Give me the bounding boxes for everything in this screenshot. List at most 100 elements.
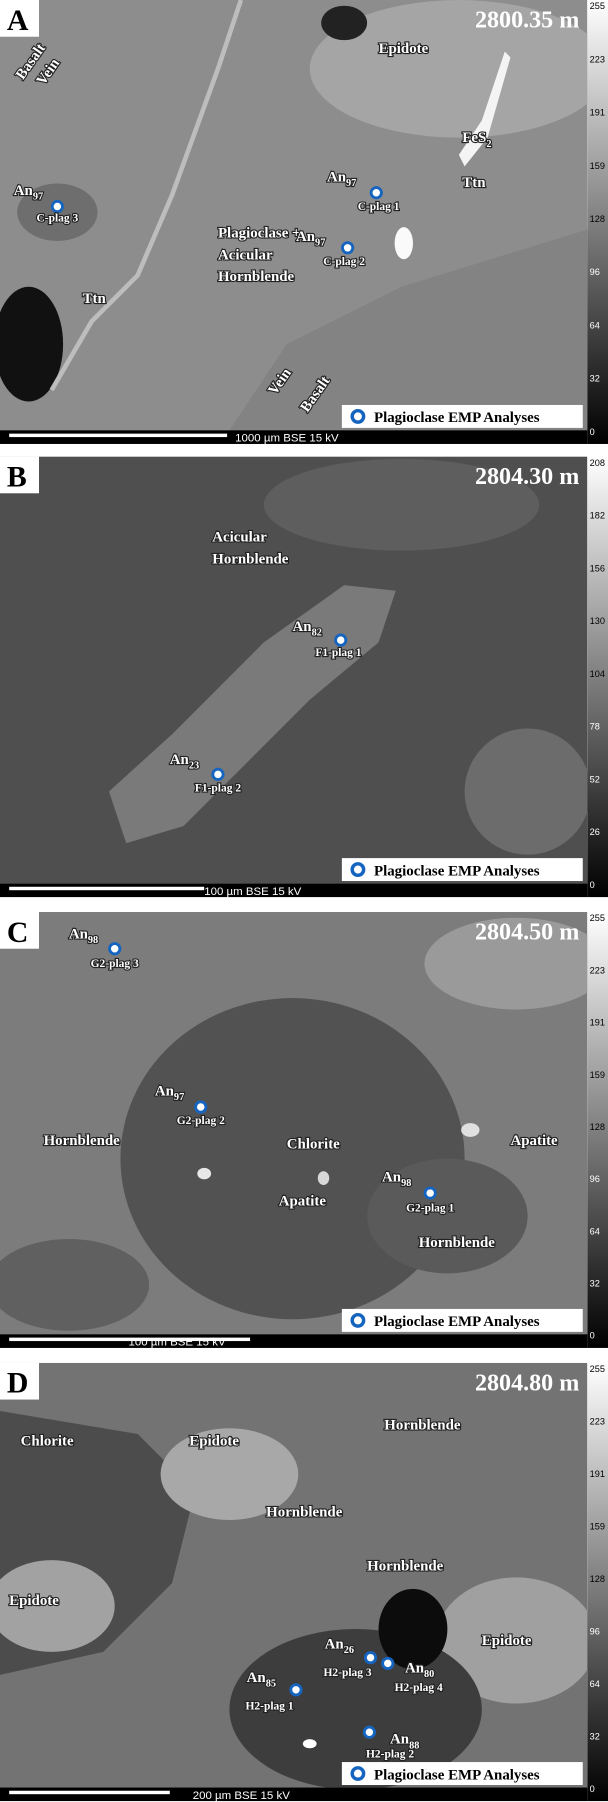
grayscale-tick: 128	[590, 1122, 605, 1132]
scale-bar	[9, 887, 204, 890]
analysis-name: F1-plag 2	[195, 783, 241, 795]
grayscale-tick: 159	[590, 1070, 605, 1080]
mineral-label: Epidote	[379, 41, 429, 57]
grayscale-tick: 96	[590, 1626, 600, 1636]
analysis-point	[196, 1102, 206, 1112]
mineral-label: Hornblende	[266, 1505, 343, 1521]
mineral-label: Acicular	[218, 247, 273, 263]
grayscale-tick: 255	[590, 913, 605, 923]
analysis-name: G2-plag 1	[406, 1202, 454, 1214]
grayscale-tick: 0	[590, 427, 595, 437]
legend-text: Plagioclase EMP Analyses	[374, 1767, 540, 1783]
mineral-label: Apatite	[510, 1133, 558, 1149]
analysis-point	[371, 188, 381, 198]
mineral-label: Plagioclase +	[218, 225, 301, 241]
analysis-name: C-plag 1	[358, 201, 400, 213]
depth: 2804.50 m	[475, 920, 579, 946]
analysis-point	[342, 243, 352, 253]
grayscale-tick: 64	[590, 1679, 600, 1689]
grayscale-tick: 26	[590, 827, 600, 837]
grayscale-tick: 104	[590, 669, 605, 679]
scale-bar	[9, 1791, 170, 1794]
depth: 2804.80 m	[475, 1370, 579, 1396]
analysis-point	[425, 1188, 435, 1198]
mineral-label: Chlorite	[287, 1136, 340, 1152]
mineral-label: Epidote	[189, 1433, 239, 1449]
panel-letter: D	[7, 1367, 29, 1400]
analysis-point	[52, 201, 62, 211]
scale-text: 100 µm BSE 15 kV	[128, 1337, 225, 1349]
grayscale-tick: 52	[590, 774, 600, 784]
grayscale-tick: 78	[590, 722, 600, 732]
analysis-point	[364, 1727, 374, 1737]
mineral-label: Hornblende	[384, 1417, 461, 1433]
mineral-label: Ttn	[83, 291, 107, 307]
grayscale-tick: 130	[590, 616, 605, 626]
mineral-label: Hornblende	[367, 1558, 444, 1574]
legend-text: Plagioclase EMP Analyses	[374, 410, 540, 426]
grayscale-tick: 191	[590, 1469, 605, 1479]
panel-letter: C	[7, 916, 29, 949]
panel-letter: A	[7, 4, 29, 37]
grayscale-tick: 159	[590, 161, 605, 171]
analysis-name: G2-plag 2	[177, 1115, 225, 1127]
scale-text: 200 µm BSE 15 kV	[193, 1790, 290, 1802]
grayscale-tick: 96	[590, 267, 600, 277]
grayscale-tick: 96	[590, 1174, 600, 1184]
analysis-name: H2-plag 3	[324, 1667, 372, 1679]
mineral-label: Hornblende	[218, 269, 295, 285]
analysis-name: H2-plag 1	[246, 1700, 294, 1712]
grayscale-tick: 0	[590, 1784, 595, 1794]
analysis-point	[336, 635, 346, 645]
analysis-name: H2-plag 4	[395, 1682, 443, 1694]
grayscale-tick: 208	[590, 458, 605, 468]
scale-text: 100 µm BSE 15 kV	[204, 886, 301, 898]
grayscale-tick: 255	[590, 1, 605, 11]
mineral-label: Epidote	[9, 1593, 59, 1609]
legend-marker	[352, 411, 363, 422]
analysis-point	[291, 1685, 301, 1695]
bse-image	[0, 0, 608, 430]
bse-image	[0, 1363, 597, 1790]
grayscale-tick: 156	[590, 563, 605, 573]
analysis-name: F1-plag 1	[315, 647, 361, 659]
mineral-label: Ttn	[462, 175, 486, 191]
mineral-label: Epidote	[482, 1633, 532, 1649]
grayscale-tick: 32	[590, 1731, 600, 1741]
analysis-point	[383, 1658, 393, 1668]
grayscale-tick: 223	[590, 965, 605, 975]
figure: 1000 µm BSE 15 kV 255 223 191 159 128 96 64 32 0 A…	[0, 0, 608, 1802]
grayscale-tick: 64	[590, 320, 600, 330]
grayscale-tick: 223	[590, 1417, 605, 1427]
scale-bar	[9, 434, 227, 437]
grayscale-tick: 128	[590, 1574, 605, 1584]
grayscale-tick: 182	[590, 511, 605, 521]
grayscale-tick: 159	[590, 1521, 605, 1531]
scale-text: 1000 µm BSE 15 kV	[235, 433, 339, 445]
analysis-name: C-plag 3	[36, 212, 78, 224]
mineral-label: Hornblende	[419, 1235, 496, 1251]
panel: 1000 µm BSE 15 kV2552231911591289664320A…	[0, 0, 608, 445]
mineral-label: Chlorite	[21, 1433, 74, 1449]
legend-marker	[352, 1768, 363, 1779]
analysis-point	[110, 944, 120, 954]
legend-marker	[352, 864, 363, 875]
analysis-name: G2-plag 3	[91, 958, 139, 970]
depth: 2800.35 m	[475, 8, 579, 34]
depth: 2804.30 m	[475, 464, 579, 490]
analysis-point	[213, 769, 223, 779]
analysis-name: H2-plag 2	[366, 1748, 414, 1760]
mineral-label: Apatite	[279, 1194, 327, 1210]
mineral-label: Acicular	[212, 529, 267, 545]
mineral-label: Hornblende	[212, 551, 289, 567]
analysis-point	[365, 1653, 375, 1663]
grayscale-tick: 191	[590, 108, 605, 118]
panel-letter: B	[7, 460, 27, 493]
grayscale-tick: 32	[590, 1279, 600, 1289]
grayscale-tick: 223	[590, 54, 605, 64]
legend-marker	[352, 1315, 363, 1326]
legend-text: Plagioclase EMP Analyses	[374, 863, 540, 879]
mineral-label: Hornblende	[44, 1133, 121, 1149]
